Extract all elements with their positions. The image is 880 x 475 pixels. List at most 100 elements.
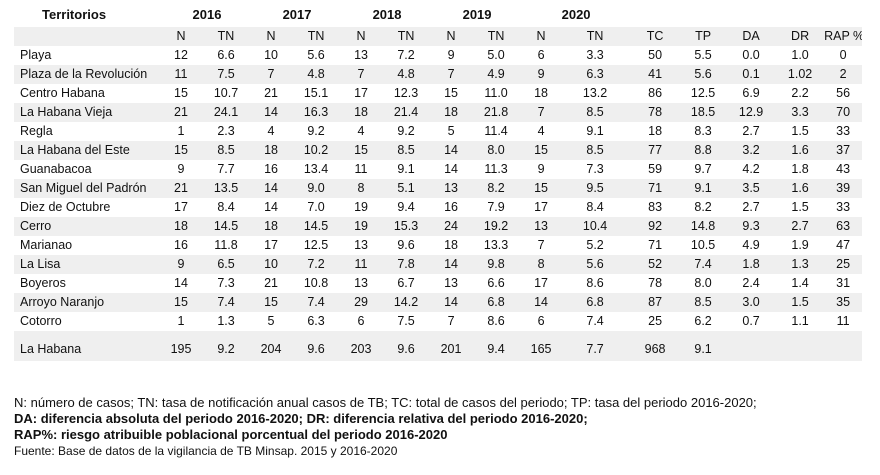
subheader-cell: TN: [397, 29, 415, 43]
table-cell: 12.3: [393, 86, 419, 100]
table-row: Arroyo Naranjo 15 7.4 15 7.4 29 14.2 14 6.8 14 6.8…: [14, 293, 863, 312]
table-cell: 8.3: [694, 124, 712, 138]
table-cell: 9.6: [397, 238, 415, 252]
table-cell: 21: [174, 105, 188, 119]
table-cell: 8.0: [694, 276, 712, 290]
table-cell: 13: [354, 276, 368, 290]
table-cell: 1.4: [791, 276, 809, 290]
total-cell: 201: [440, 342, 462, 356]
table-cell: 7.3: [217, 276, 235, 290]
subheader-cell: TN: [307, 29, 325, 43]
table-cell: 16.3: [303, 105, 329, 119]
total-cell: [726, 337, 776, 361]
table-cell: 19.2: [483, 219, 509, 233]
table-cell: 13: [354, 238, 368, 252]
table-cell: 7.2: [307, 257, 325, 271]
table-cell: 15: [174, 295, 188, 309]
table-cell: 6.6: [217, 48, 235, 62]
table-cell: 18.5: [690, 105, 716, 119]
table-cell: 0.1: [742, 67, 760, 81]
table-row: Playa 12 6.6 10 5.6 13 7.2 9 5.0 6 3.3 50 5.5 0.0 1.0 0: [14, 46, 862, 65]
subheader-cell: DR: [791, 29, 810, 43]
table-cell: 6.5: [217, 257, 235, 271]
total-cell: 9.4: [487, 342, 505, 356]
table-cell: 9: [537, 162, 545, 176]
table-cell: 10.7: [213, 86, 239, 100]
table-cell: 9: [177, 162, 185, 176]
table-cell: 5: [267, 314, 275, 328]
table-cell: 31: [836, 276, 851, 290]
table-cell: 29: [354, 295, 368, 309]
table-row: La Habana Vieja 21 24.1 14 16.3 18 21.4 18 21.8 7…: [14, 103, 863, 122]
territory-name: La Habana Vieja: [20, 105, 113, 119]
table-cell: 7.4: [217, 295, 235, 309]
table-cell: 7.5: [397, 314, 415, 328]
table-cell: 12: [174, 48, 188, 62]
subheader-cell: N: [536, 29, 546, 43]
table-cell: 0: [839, 48, 847, 62]
table-cell: 7: [537, 105, 545, 119]
table-cell: 5.6: [307, 48, 325, 62]
table-cell: 3.2: [742, 143, 760, 157]
subheader-cell: TP: [695, 29, 712, 43]
table-cell: 18: [444, 105, 458, 119]
table-row: Cerro 18 14.5 18 14.5 19 15.3 24 19.2 13 10.4 92 14.…: [14, 217, 863, 236]
subheader-cell: N: [446, 29, 456, 43]
table-cell: 12.5: [690, 86, 716, 100]
territory-name: Playa: [20, 48, 52, 62]
table-row: Guanabacoa 9 7.7 16 13.4 11 9.1 14 11.3 9 7.3 59 9.7…: [14, 160, 862, 179]
table-cell: 1.6: [791, 181, 809, 195]
table-cell: 24: [444, 219, 458, 233]
table-cell: 4.8: [397, 67, 415, 81]
table-cell: 11.8: [214, 238, 238, 252]
table-cell: 9.5: [586, 181, 604, 195]
table-cell: 6.3: [586, 67, 604, 81]
table-cell: 13.3: [483, 238, 509, 252]
table-cell: 17: [264, 238, 278, 252]
table-cell: 86: [648, 86, 663, 100]
table-cell: 13: [354, 48, 368, 62]
subheader-cell: N: [176, 29, 186, 43]
territory-name: Centro Habana: [20, 86, 105, 100]
territory-name: Arroyo Naranjo: [20, 295, 105, 309]
table-cell: 1.8: [742, 257, 760, 271]
table-cell: 14: [444, 143, 458, 157]
table-cell: 18: [648, 124, 663, 138]
table-cell: 5.6: [586, 257, 604, 271]
table-cell: 14.2: [393, 295, 419, 309]
table-cell: 21: [264, 276, 278, 290]
table-cell: 13.5: [213, 181, 239, 195]
table-cell: 4.2: [742, 162, 760, 176]
table-cell: 50: [648, 48, 663, 62]
table-cell: 13: [444, 276, 458, 290]
table-cell: 37: [836, 143, 851, 157]
total-cell: 9.1: [694, 342, 712, 356]
table-cell: 24.1: [213, 105, 239, 119]
table-cell: 3.3: [586, 48, 604, 62]
table-cell: 15: [264, 295, 278, 309]
table-cell: 8.5: [586, 143, 604, 157]
note-differences: DA: diferencia absoluta del periodo 2016…: [14, 411, 588, 426]
table-cell: 18: [534, 86, 549, 100]
table-cell: 3.0: [742, 295, 760, 309]
table-row: La Lisa 9 6.5 10 7.2 11 7.8 14 9.8 8 5.6 52 7.4 1.8 1.…: [14, 255, 863, 274]
table-cell: 14.5: [213, 219, 239, 233]
table-cell: 8.5: [397, 143, 415, 157]
table-cell: 3.3: [791, 105, 809, 119]
table-cell: 11: [354, 257, 368, 271]
table-cell: 7.4: [307, 295, 325, 309]
table-row: San Miguel del Padrón 21 13.5 14 9.0 8 5.1 13 8.…: [14, 179, 863, 198]
territory-name: Plaza de la Revolución: [20, 67, 148, 81]
spacer-cell: [14, 331, 863, 337]
table-cell: 9.1: [397, 162, 415, 176]
table-cell: 14: [264, 105, 278, 119]
table-cell: 56: [836, 86, 851, 100]
table-cell: 11.3: [484, 162, 508, 176]
table-cell: 35: [836, 295, 851, 309]
table-cell: 1.6: [791, 143, 809, 157]
total-row: La Habana 195 9.2 204 9.6 203 9.6 201 9.4 165 7.7 9…: [14, 337, 863, 361]
table-cell: 14: [444, 295, 458, 309]
territorios-header: Territorios: [42, 7, 107, 22]
table-cell: 4.9: [742, 238, 760, 252]
table-cell: 6.8: [586, 295, 604, 309]
